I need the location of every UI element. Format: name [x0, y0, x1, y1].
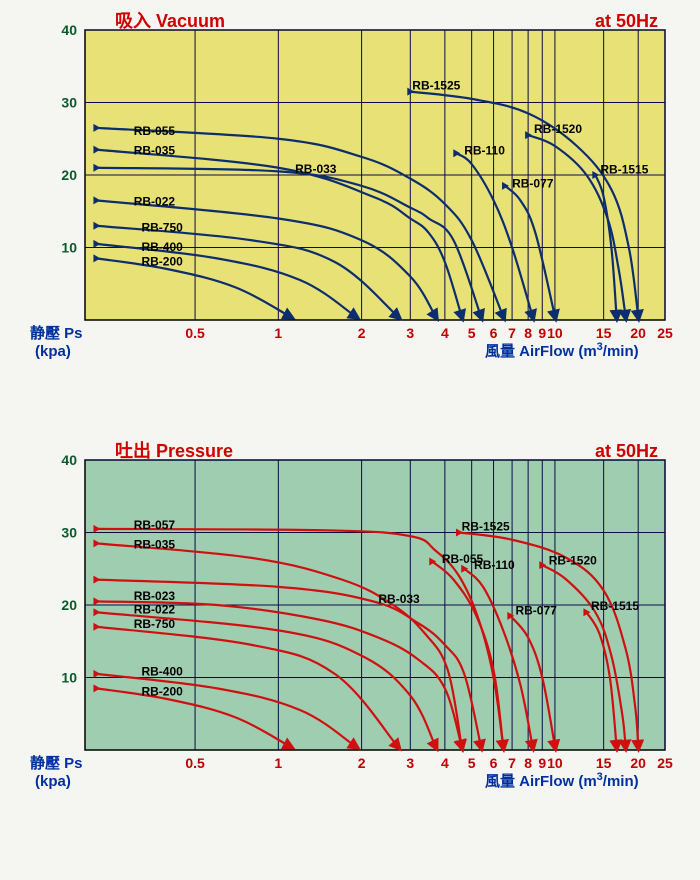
ytick-label: 10 [61, 240, 77, 256]
xtick-label: 0.5 [185, 325, 205, 341]
series-label: RB-022 [134, 194, 176, 208]
series-label: RB-023 [134, 589, 176, 603]
series-label: RB-1515 [600, 163, 648, 177]
series-label: RB-1525 [462, 519, 510, 533]
xtick-label: 10 [547, 325, 563, 341]
xtick-label: 4 [441, 755, 449, 771]
xtick-label: 9 [538, 325, 546, 341]
xtick-label: 2 [358, 325, 366, 341]
ytick-label: 40 [61, 452, 77, 468]
ytick-label: 30 [61, 95, 77, 111]
series-label: RB-1520 [534, 122, 582, 136]
chart-title-left: 吐出 Pressure [115, 440, 233, 461]
xtick-label: 3 [406, 325, 414, 341]
y-axis-label: 静壓 Ps [30, 324, 83, 342]
xtick-label: 1 [274, 755, 282, 771]
chart-panel: 吐出 Pressureat 50Hz102030400.512345678910… [10, 440, 690, 845]
series-label: RB-055 [134, 124, 176, 138]
y-axis-unit: (kpa) [35, 343, 71, 360]
chart-title-right: at 50Hz [595, 441, 658, 461]
pressure-panel: 吐出 Pressureat 50Hz102030400.512345678910… [10, 440, 690, 850]
series-label: RB-035 [134, 144, 176, 158]
series-label: RB-077 [512, 176, 554, 190]
series-label: RB-077 [515, 603, 557, 617]
ytick-label: 20 [61, 167, 77, 183]
xtick-label: 3 [406, 755, 414, 771]
y-axis-label: 静壓 Ps [30, 754, 83, 772]
series-label: RB-1515 [591, 599, 639, 613]
y-axis-unit: (kpa) [35, 773, 71, 790]
xtick-label: 15 [596, 325, 612, 341]
series-label: RB-400 [141, 240, 183, 254]
series-label: RB-750 [141, 221, 183, 235]
xtick-label: 9 [538, 755, 546, 771]
series-label: RB-033 [295, 162, 337, 176]
series-label: RB-1525 [412, 78, 460, 92]
xtick-label: 20 [630, 755, 646, 771]
series-label: RB-110 [464, 144, 505, 158]
series-label: RB-200 [141, 255, 183, 269]
ytick-label: 30 [61, 525, 77, 541]
xtick-label: 5 [468, 325, 476, 341]
xtick-label: 25 [657, 755, 673, 771]
x-axis-label: 風量 AirFlow (m3/min) [485, 771, 639, 790]
xtick-label: 2 [358, 755, 366, 771]
xtick-label: 8 [524, 325, 532, 341]
series-label: RB-033 [378, 592, 420, 606]
xtick-label: 7 [508, 755, 516, 771]
x-axis-label: 風量 AirFlow (m3/min) [485, 341, 639, 360]
ytick-label: 20 [61, 597, 77, 613]
series-label: RB-200 [141, 685, 183, 699]
chart-title-left: 吸入 Vacuum [115, 11, 225, 31]
xtick-label: 8 [524, 755, 532, 771]
xtick-label: 20 [630, 325, 646, 341]
xtick-label: 6 [490, 755, 498, 771]
ytick-label: 40 [61, 22, 77, 38]
xtick-label: 15 [596, 755, 612, 771]
series-label: RB-035 [134, 537, 176, 551]
xtick-label: 10 [547, 755, 563, 771]
series-label: RB-110 [474, 558, 515, 572]
xtick-label: 25 [657, 325, 673, 341]
xtick-label: 6 [490, 325, 498, 341]
xtick-label: 1 [274, 325, 282, 341]
vacuum-panel: 吸入 Vacuumat 50Hz102030400.51234567891015… [10, 10, 690, 420]
series-label: RB-400 [141, 664, 183, 678]
series-label: RB-057 [134, 518, 176, 532]
xtick-label: 0.5 [185, 755, 205, 771]
xtick-label: 5 [468, 755, 476, 771]
ytick-label: 10 [61, 670, 77, 686]
xtick-label: 4 [441, 325, 449, 341]
chart-panel: 吸入 Vacuumat 50Hz102030400.51234567891015… [10, 10, 690, 415]
xtick-label: 7 [508, 325, 516, 341]
series-label: RB-022 [134, 603, 176, 617]
chart-title-right: at 50Hz [595, 11, 658, 31]
series-label: RB-1520 [549, 553, 597, 567]
